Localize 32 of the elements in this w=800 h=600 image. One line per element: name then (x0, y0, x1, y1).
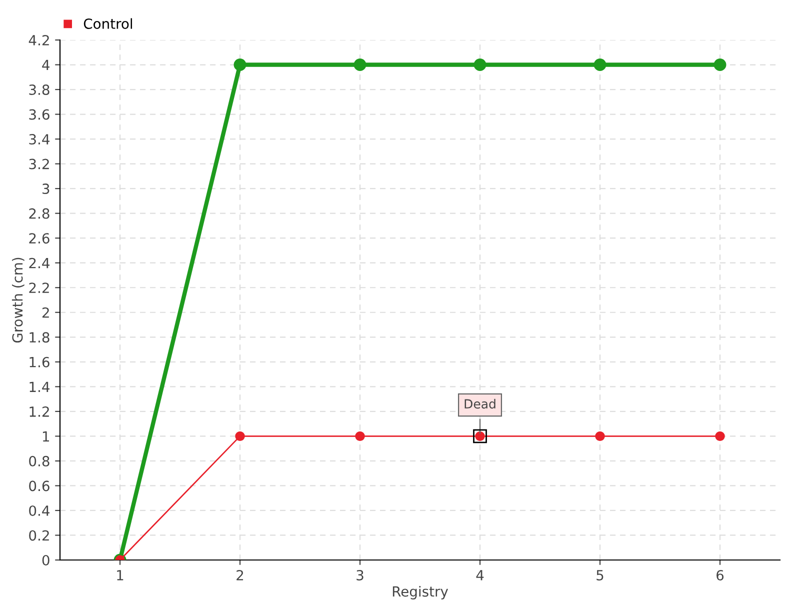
y-tick-label: 1.2 (30, 406, 49, 417)
y-tick-label: 3.8 (29, 84, 50, 95)
x-axis-title: Registry (392, 586, 448, 600)
y-tick-label: 2.4 (29, 258, 50, 268)
x-tick-label: 3 (356, 570, 364, 580)
y-tick-label: 0.2 (29, 530, 49, 541)
y-tick-label: 2 (42, 307, 49, 318)
y-tick-label: 0.8 (29, 456, 50, 466)
y-tick-label: 3.4 (29, 134, 50, 145)
x-tick-label: 4 (476, 570, 484, 580)
y-tick-label: 0 (42, 554, 50, 566)
x-tick-label: 5 (596, 570, 604, 580)
y-tick-label: 3.2 (29, 158, 49, 170)
y-tick-label: 1.8 (30, 332, 50, 343)
y-tick-label: 2.2 (29, 282, 49, 293)
x-tick-label: 2 (236, 570, 244, 580)
annotation: Dead (464, 398, 496, 409)
y-tick-label: 2.6 (29, 233, 50, 244)
legend-label: Control (84, 18, 132, 29)
y-tick-label: 3.6 (29, 109, 50, 120)
y-tick-label: 2.8 (29, 208, 50, 219)
y-tick-label: 4 (42, 60, 50, 70)
y-tick-label: 1.6 (30, 356, 50, 368)
y-tick-label: 0.6 (29, 480, 50, 492)
y-tick-label: 1 (42, 431, 49, 442)
x-tick-label: 1 (117, 570, 124, 580)
y-axis-title: Growth (cm) (12, 258, 24, 343)
y-tick-label: 0.4 (29, 505, 50, 516)
x-tick-label: 6 (716, 570, 724, 580)
y-tick-label: 4.2 (28, 34, 49, 46)
y-tick-label: 1.4 (30, 382, 50, 392)
y-tick-label: 3 (42, 184, 50, 194)
